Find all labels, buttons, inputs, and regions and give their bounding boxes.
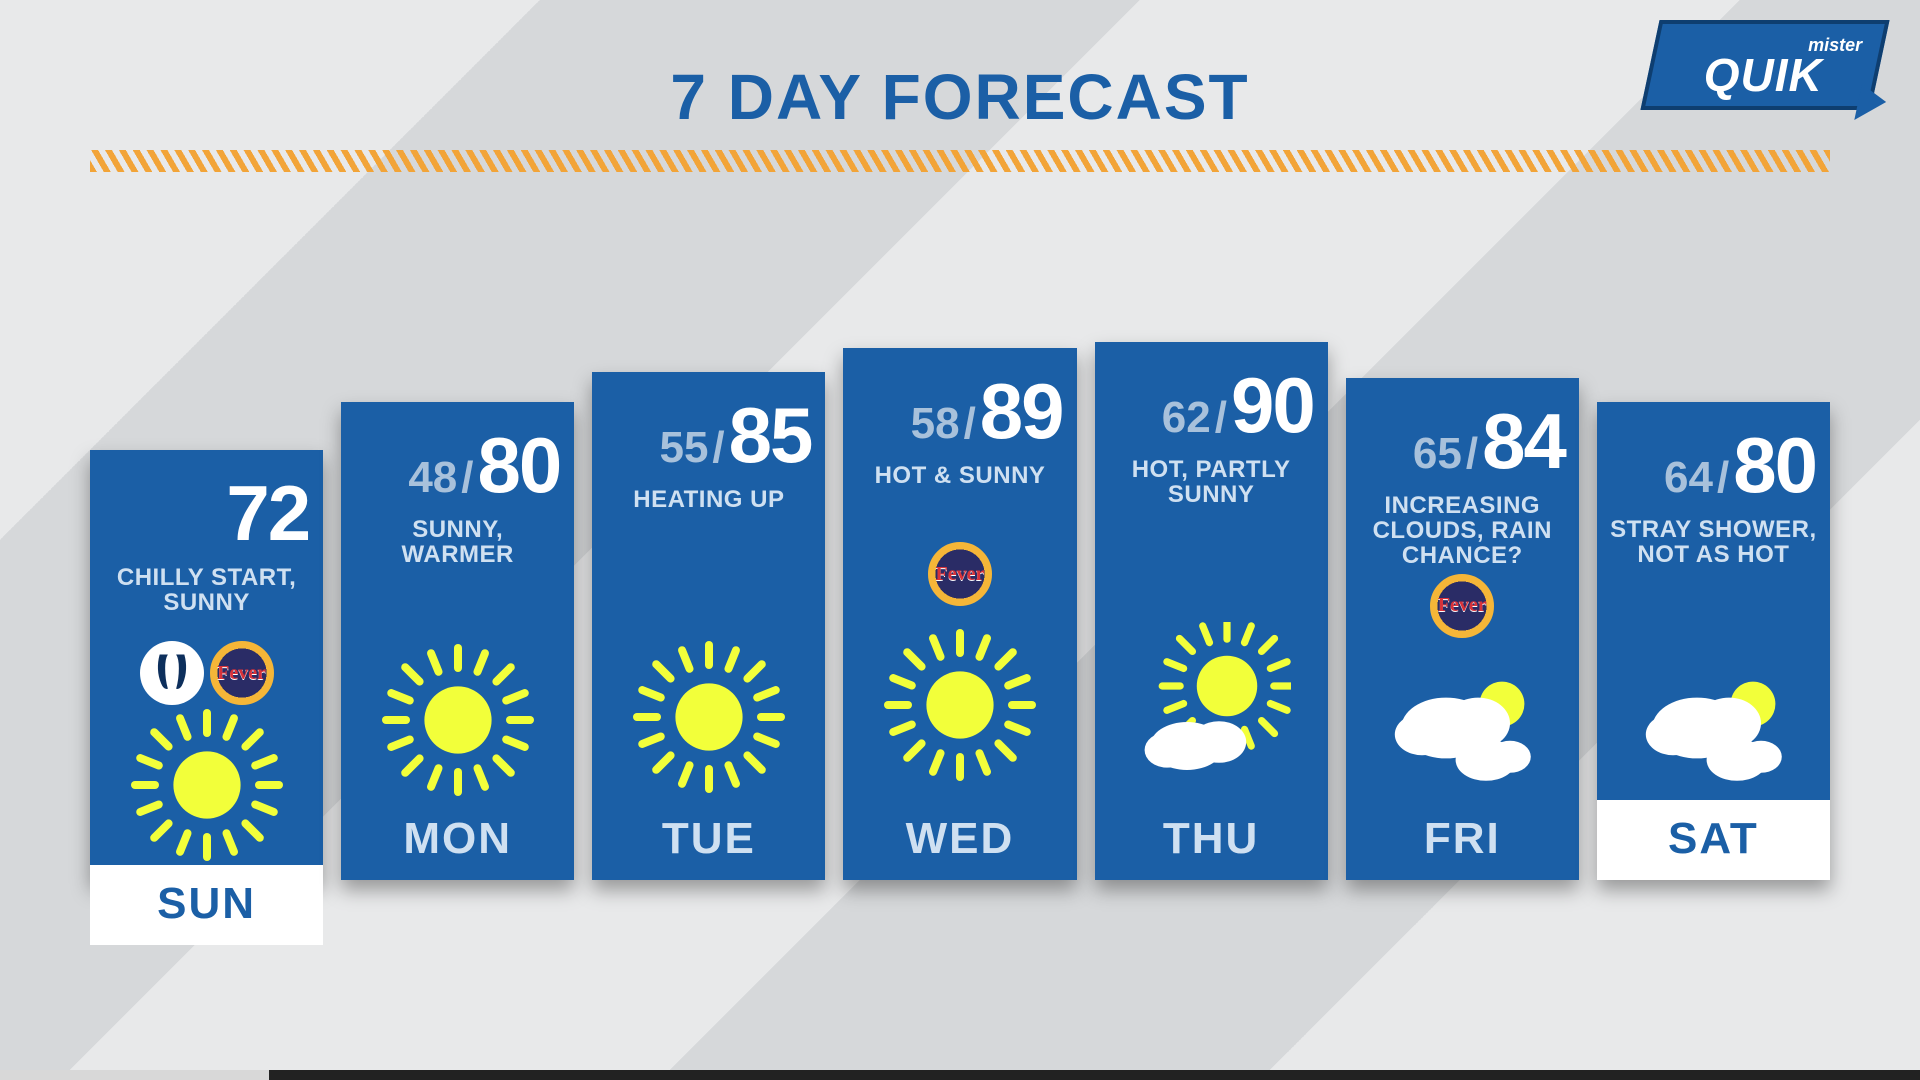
- high-temp: 89: [980, 366, 1063, 457]
- forecast-card-fri: 65 / 84 INCREASING CLOUDS, RAIN CHANCE? …: [1346, 378, 1579, 880]
- temps: / 72: [90, 468, 323, 559]
- day-label: WED: [843, 800, 1076, 880]
- weather-icon: [90, 705, 323, 865]
- forecast-desc: HOT, PARTLY SUNNY: [1095, 451, 1328, 529]
- high-temp: 80: [1733, 420, 1816, 511]
- low-temp: 62: [1162, 393, 1211, 443]
- temps: 64 / 80: [1597, 420, 1830, 511]
- day-label: TUE: [592, 800, 825, 880]
- video-progress-fill: [0, 1070, 269, 1080]
- forecast-card-sun: / 72 CHILLY START, SUNNY Fever SUN: [90, 450, 323, 880]
- fever-logo-icon: Fever: [210, 641, 274, 705]
- forecast-desc: SUNNY, WARMER: [341, 511, 574, 589]
- forecast-row: / 72 CHILLY START, SUNNY Fever SUN 48 / …: [90, 342, 1830, 880]
- forecast-card-thu: 62 / 90 HOT, PARTLY SUNNY THU: [1095, 342, 1328, 880]
- forecast-desc: CHILLY START, SUNNY: [90, 559, 323, 637]
- temps: 55 / 85: [592, 390, 825, 481]
- weather-icon: [1095, 603, 1328, 800]
- event-logos: Fever: [1430, 571, 1494, 640]
- low-temp: 64: [1664, 453, 1713, 503]
- title-divider: [90, 150, 1830, 172]
- day-label: SUN: [90, 865, 323, 945]
- temp-slash: /: [712, 423, 724, 473]
- temps: 62 / 90: [1095, 360, 1328, 451]
- colts-logo-icon: [140, 641, 204, 705]
- temps: 58 / 89: [843, 366, 1076, 457]
- low-temp: 55: [659, 423, 708, 473]
- weather-icon: [592, 633, 825, 800]
- low-temp: 48: [408, 453, 457, 503]
- high-temp: 85: [729, 390, 812, 481]
- forecast-desc: HEATING UP: [592, 481, 825, 559]
- video-progress-bar[interactable]: [0, 1070, 1920, 1080]
- weather-icon: [843, 609, 1076, 800]
- temps: 48 / 80: [341, 420, 574, 511]
- forecast-card-mon: 48 / 80 SUNNY, WARMER MON: [341, 402, 574, 880]
- weather-icon: [1597, 640, 1830, 800]
- low-temp: 65: [1413, 429, 1462, 479]
- low-temp: 58: [911, 399, 960, 449]
- high-temp: 90: [1231, 360, 1314, 451]
- day-label: THU: [1095, 800, 1328, 880]
- forecast-desc: HOT & SUNNY: [843, 457, 1076, 535]
- fever-logo-icon: Fever: [928, 542, 992, 606]
- temp-slash: /: [1717, 453, 1729, 503]
- event-logos: Fever: [140, 641, 274, 705]
- temp-slash: /: [1215, 393, 1227, 443]
- day-label: MON: [341, 800, 574, 880]
- forecast-desc: INCREASING CLOUDS, RAIN CHANCE?: [1346, 487, 1579, 567]
- day-label: FRI: [1346, 800, 1579, 880]
- temp-slash: /: [964, 399, 976, 449]
- high-temp: 72: [226, 468, 309, 559]
- event-logos: Fever: [928, 539, 992, 609]
- forecast-desc: STRAY SHOWER, NOT AS HOT: [1597, 511, 1830, 589]
- high-temp: 84: [1482, 396, 1565, 487]
- weather-icon: [341, 640, 574, 800]
- day-label: SAT: [1597, 800, 1830, 880]
- fever-logo-icon: Fever: [1430, 574, 1494, 638]
- temp-slash: /: [1466, 429, 1478, 479]
- page-title: 7 DAY FORECAST: [0, 60, 1920, 134]
- high-temp: 80: [478, 420, 561, 511]
- temps: 65 / 84: [1346, 396, 1579, 487]
- forecast-card-wed: 58 / 89 HOT & SUNNY Fever WED: [843, 348, 1076, 880]
- weather-icon: [1346, 640, 1579, 800]
- forecast-card-tue: 55 / 85 HEATING UP TUE: [592, 372, 825, 880]
- temp-slash: /: [461, 453, 473, 503]
- forecast-card-sat: 64 / 80 STRAY SHOWER, NOT AS HOT SAT: [1597, 402, 1830, 880]
